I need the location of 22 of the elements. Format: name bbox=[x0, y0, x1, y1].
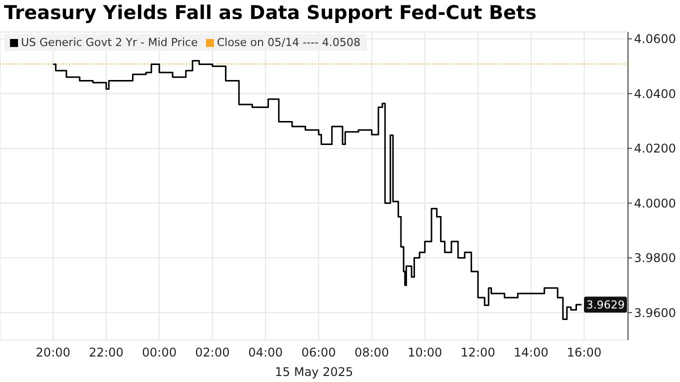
y-tick-label: 4.0400 bbox=[634, 86, 676, 101]
x-tick-label: 22:00 bbox=[88, 346, 124, 360]
chart-title: Treasury Yields Fall as Data Support Fed-Cut Bets bbox=[3, 1, 538, 26]
x-tick-label: 20:00 bbox=[36, 346, 70, 360]
y-tick-label: 4.0200 bbox=[634, 142, 676, 156]
y-tick-label: 4.0600 bbox=[634, 32, 676, 46]
x-tick-label: 10:00 bbox=[408, 346, 442, 360]
annotation: 3.9629 bbox=[586, 298, 625, 312]
x-tick-label: 06:00 bbox=[301, 346, 336, 360]
x-tick-label: 04:00 bbox=[248, 346, 283, 360]
y-tick-label: 3.9600 bbox=[634, 306, 676, 320]
x-tick-label: 08:00 bbox=[354, 346, 390, 360]
x-tick-label: 02:00 bbox=[195, 346, 230, 360]
x-tick-label: 00:00 bbox=[142, 346, 177, 360]
x-tick-label: 16:00 bbox=[566, 346, 602, 360]
y-tick-label: 4.0000 bbox=[634, 196, 676, 210]
legend-label: US Generic Govt 2 Yr - Mid Price bbox=[20, 36, 198, 49]
x-tick-label: 12:00 bbox=[460, 346, 496, 360]
legend-label: Close on 05/14 ---- 4.0508 bbox=[216, 36, 361, 49]
y-tick-label: 3.9800 bbox=[634, 251, 676, 266]
x-tick-label: 14:00 bbox=[514, 346, 548, 360]
x-axis-title: 15 May 2025 bbox=[274, 365, 354, 379]
